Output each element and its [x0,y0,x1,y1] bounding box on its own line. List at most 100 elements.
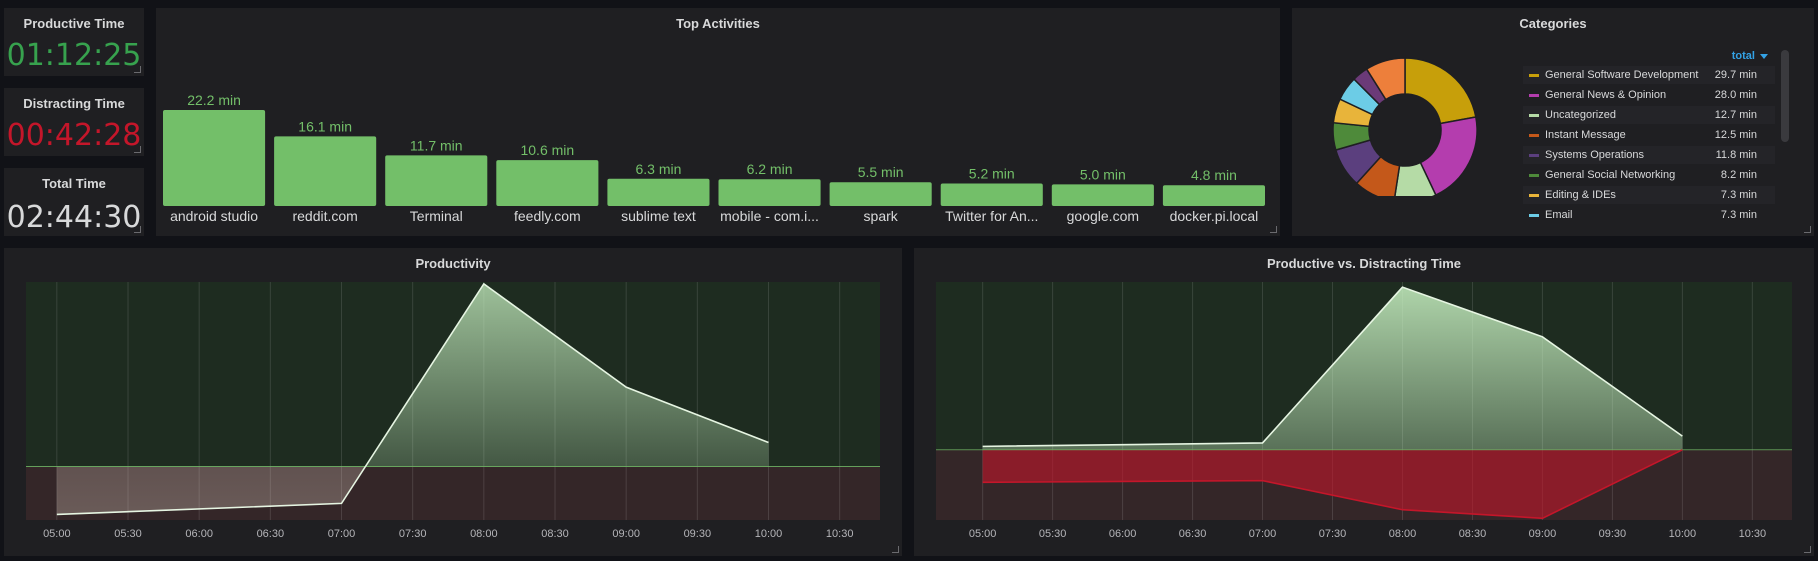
pie-slice[interactable] [1394,161,1437,196]
bar-value-label: 16.1 min [298,118,352,134]
resize-handle[interactable] [134,66,141,73]
bar-category-label: feedly.com [514,208,581,224]
legend-swatch [1529,134,1539,137]
x-tick-label: 05:00 [969,528,997,540]
resize-handle[interactable] [1804,546,1811,553]
legend-name: Editing & IDEs [1545,189,1616,201]
bar-category-label: android studio [170,208,258,224]
resize-handle[interactable] [1804,226,1811,233]
legend-value: 12.5 min [1714,129,1757,141]
legend-scrollbar[interactable] [1781,50,1789,142]
resize-handle[interactable] [1270,226,1277,233]
legend-swatch [1529,154,1539,157]
bar[interactable] [718,179,821,206]
resize-handle[interactable] [134,226,141,233]
x-tick-label: 07:30 [1319,528,1347,540]
bar[interactable] [829,182,932,206]
legend-item[interactable]: Systems Operations 11.8 min [1523,146,1775,164]
legend-item[interactable]: Email 7.3 min [1523,206,1775,224]
legend-name: Uncategorized [1545,109,1616,121]
x-tick-label: 10:00 [1669,528,1697,540]
legend-swatch [1529,74,1539,77]
legend-sort-label: total [1731,50,1755,62]
x-tick-label: 06:00 [1109,528,1137,540]
productivity-series-line[interactable] [56,282,769,516]
bar[interactable] [163,110,266,206]
bar-category-label: google.com [1067,208,1139,224]
pie-slice[interactable] [1365,57,1406,101]
productive-series-line[interactable] [982,286,1683,448]
bar[interactable] [940,183,1043,206]
x-tick-label: 05:30 [114,528,142,540]
x-tick-label: 08:30 [1459,528,1487,540]
productive-time-panel: Productive Time 01:12:25 [4,8,144,76]
bar-category-label: docker.pi.local [1170,208,1259,224]
legend-value: 11.8 min [1715,149,1757,161]
resize-handle[interactable] [134,146,141,153]
productivity-area-negative [56,466,366,515]
x-tick-label: 10:00 [755,528,783,540]
bar[interactable] [385,155,488,206]
legend-name: General Social Networking [1545,169,1676,181]
bar-value-label: 22.2 min [187,92,241,108]
productivity-area-chart: 05:00 05:30 06:00 06:30 07:00 07:30 08:00 08:30… [26,282,880,540]
distracting-time-panel: Distracting Time 00:42:28 [4,88,144,156]
x-tick-label: 06:00 [185,528,213,540]
caret-down-icon [1760,53,1768,59]
bar-category-label: Twitter for An... [945,208,1038,224]
bar-value-label: 10.6 min [520,142,574,158]
distracting-time-title: Distracting Time [23,96,125,111]
x-tick-label: 05:30 [1039,528,1067,540]
categories-title: Categories [1519,16,1587,31]
legend-item[interactable]: Instant Message 12.5 min [1523,126,1775,144]
legend-value: 29.7 min [1714,69,1757,81]
distracting-series-line[interactable] [982,449,1683,520]
legend-item[interactable]: General News & Opinion 28.0 min [1523,86,1775,104]
x-tick-label: 10:30 [826,528,854,540]
bar-value-label: 4.8 min [1191,167,1237,183]
x-tick-label: 09:00 [612,528,640,540]
bar[interactable] [274,136,377,206]
legend-item[interactable]: Editing & IDEs 7.3 min [1523,186,1775,204]
legend-value: 12.7 min [1714,109,1757,121]
bar-category-label: reddit.com [292,208,357,224]
total-time-value: 02:44:30 [6,200,142,235]
x-tick-label: 09:30 [684,528,712,540]
legend-name: Instant Message [1545,129,1626,141]
legend-item[interactable]: General Software Development 29.7 min [1523,66,1775,84]
legend-value: 7.3 min [1720,209,1757,221]
legend-item[interactable]: Uncategorized 12.7 min [1523,106,1775,124]
productive-time-title: Productive Time [23,16,125,31]
productivity-title: Productivity [415,256,491,271]
legend-name: Email [1545,209,1573,221]
x-tick-label: 05:00 [43,528,71,540]
productivity-panel: Productivity 05:00 05:30 06:00 06:30 07:00 07… [4,248,902,556]
bar-value-label: 6.2 min [747,161,793,177]
categories-donut-chart [1332,57,1478,196]
distracting-area [982,449,1683,519]
prod-vs-dist-title: Productive vs. Distracting Time [1266,256,1462,271]
legend-name: General Software Development [1545,69,1699,81]
bar-category-label: spark [864,208,899,224]
legend-swatch [1529,194,1539,197]
legend-swatch [1529,214,1539,217]
x-tick-label: 10:30 [1739,528,1767,540]
bar[interactable] [1162,185,1265,206]
resize-handle[interactable] [892,546,899,553]
legend-sort-header[interactable]: total [1532,50,1768,62]
x-tick-label: 08:00 [470,528,498,540]
pie-slice[interactable] [1404,57,1477,125]
total-time-panel: Total Time 02:44:30 [4,168,144,236]
legend-item[interactable]: General Social Networking 8.2 min [1523,166,1775,184]
categories-legend: General Software Development 29.7 min Gene… [1523,66,1775,226]
bar[interactable] [607,178,710,206]
legend-name: Systems Operations [1545,149,1645,161]
legend-value: 8.2 min [1720,169,1757,181]
x-tick-label: 07:00 [328,528,356,540]
bar[interactable] [496,160,599,206]
x-tick-label: 08:00 [1389,528,1417,540]
prod-vs-dist-area-chart: 05:00 05:30 06:00 06:30 07:00 07:30 08:00 08:30… [936,282,1792,540]
productive-area [982,287,1683,450]
prod-vs-dist-panel: Productive vs. Distracting Time 05:00 05:… [914,248,1814,556]
bar[interactable] [1051,184,1154,206]
